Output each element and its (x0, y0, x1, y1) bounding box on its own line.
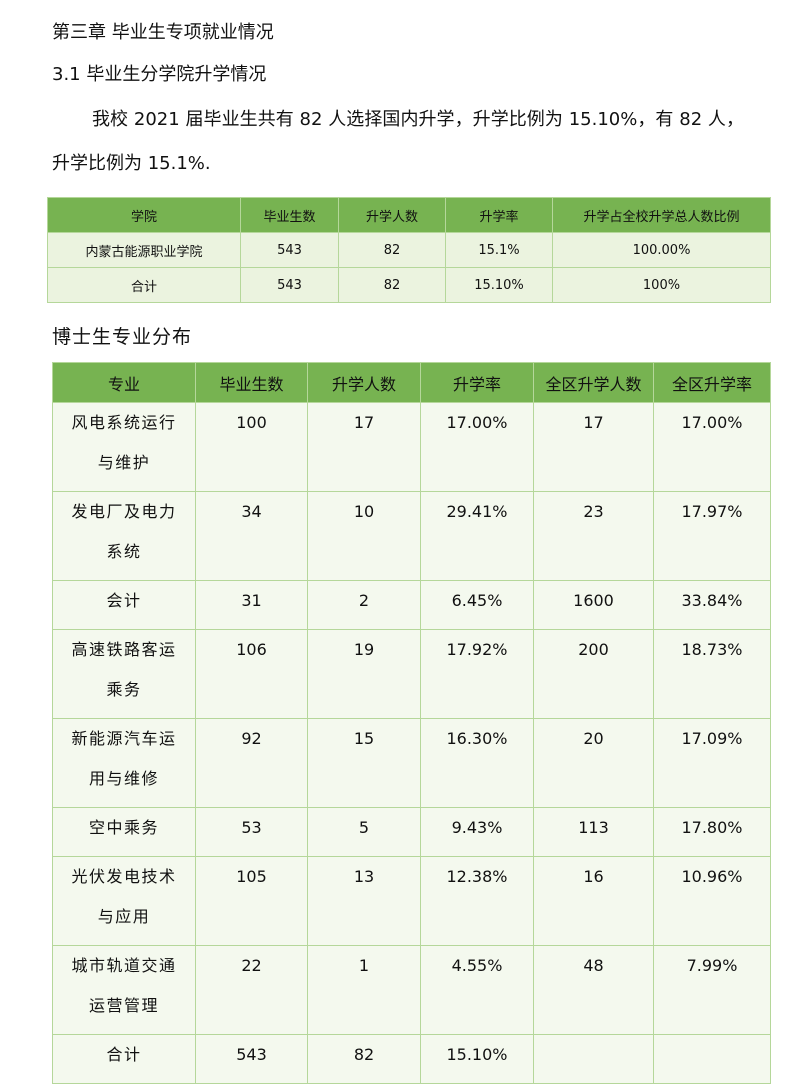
table-cell: 17.00% (653, 402, 771, 492)
table-row: 发电厂及电力系统 34 10 29.41% 23 17.97% (52, 491, 771, 581)
table-cell: 高速铁路客运乘务 (52, 629, 196, 719)
table-cell: 200 (533, 629, 654, 719)
table-cell: 合计 (47, 267, 241, 303)
table-cell: 内蒙古能源职业学院 (47, 232, 241, 268)
table-cell (653, 1034, 771, 1084)
table-cell: 风电系统运行与维护 (52, 402, 196, 492)
table-row: 城市轨道交通运营管理 22 1 4.55% 48 7.99% (52, 945, 771, 1035)
table-cell: 15.10% (420, 1034, 534, 1084)
table-cell: 17.00% (420, 402, 534, 492)
header-cell: 全区升学率 (653, 362, 771, 403)
header-cell: 升学占全校升学总人数比例 (552, 197, 771, 233)
table-row: 合计 543 82 15.10% (52, 1034, 771, 1084)
header-cell: 毕业生数 (240, 197, 339, 233)
table-cell: 新能源汽车运用与维修 (52, 718, 196, 808)
header-row: 专业 毕业生数 升学人数 升学率 全区升学人数 全区升学率 (52, 362, 771, 403)
header-cell: 升学人数 (338, 197, 446, 233)
table-cell: 4.55% (420, 945, 534, 1035)
table-cell: 34 (195, 491, 308, 581)
table-cell: 13 (307, 856, 421, 946)
table-cell: 15 (307, 718, 421, 808)
table-cell: 15.1% (445, 232, 553, 268)
header-cell: 升学率 (445, 197, 553, 233)
header-cell: 学院 (47, 197, 241, 233)
section-title: 3.1 毕业生分学院升学情况 (52, 64, 267, 85)
table-cell: 31 (195, 580, 308, 630)
table-cell (533, 1034, 654, 1084)
table-cell: 10 (307, 491, 421, 581)
table-cell: 18.73% (653, 629, 771, 719)
table-cell: 82 (338, 267, 446, 303)
table-cell: 会计 (52, 580, 196, 630)
table-cell: 1 (307, 945, 421, 1035)
table-cell: 城市轨道交通运营管理 (52, 945, 196, 1035)
header-cell: 升学率 (420, 362, 534, 403)
table-cell: 10.96% (653, 856, 771, 946)
table-cell: 29.41% (420, 491, 534, 581)
table-cell: 17 (307, 402, 421, 492)
table-row: 合计 543 82 15.10% 100% (47, 267, 771, 303)
table-cell: 82 (307, 1034, 421, 1084)
table-cell: 20 (533, 718, 654, 808)
header-row: 学院 毕业生数 升学人数 升学率 升学占全校升学总人数比例 (47, 197, 771, 233)
table-row: 新能源汽车运用与维修 92 15 16.30% 20 17.09% (52, 718, 771, 808)
table-cell: 100 (195, 402, 308, 492)
table-cell: 53 (195, 807, 308, 857)
header-cell: 毕业生数 (195, 362, 308, 403)
table-row: 光伏发电技术与应用 105 13 12.38% 16 10.96% (52, 856, 771, 946)
header-cell: 全区升学人数 (533, 362, 654, 403)
table-cell: 17.92% (420, 629, 534, 719)
header-cell: 升学人数 (307, 362, 421, 403)
table-cell: 17.97% (653, 491, 771, 581)
table-cell: 19 (307, 629, 421, 719)
table-cell: 15.10% (445, 267, 553, 303)
table-cell: 空中乘务 (52, 807, 196, 857)
major-table: 专业 毕业生数 升学人数 升学率 全区升学人数 全区升学率 风电系统运行与维护 100 17 17… (52, 362, 771, 1084)
table-cell: 2 (307, 580, 421, 630)
paragraph: 我校 2021 届毕业生共有 82 人选择国内升学，升学比例为 15.10%，有… (52, 109, 744, 174)
table-cell: 1600 (533, 580, 654, 630)
table-cell: 16 (533, 856, 654, 946)
chapter-title: 第三章 毕业生专项就业情况 (52, 22, 274, 43)
table-cell: 7.99% (653, 945, 771, 1035)
table-caption: 博士生专业分布 (52, 326, 193, 348)
college-table: 学院 毕业生数 升学人数 升学率 升学占全校升学总人数比例 内蒙古能源职业学院 543 82 1… (47, 197, 771, 303)
table-cell: 17 (533, 402, 654, 492)
table-cell: 9.43% (420, 807, 534, 857)
table-cell: 113 (533, 807, 654, 857)
table-cell: 光伏发电技术与应用 (52, 856, 196, 946)
table-row: 空中乘务 53 5 9.43% 113 17.80% (52, 807, 771, 857)
table-cell: 106 (195, 629, 308, 719)
table-cell: 82 (338, 232, 446, 268)
table-cell: 16.30% (420, 718, 534, 808)
table-cell: 92 (195, 718, 308, 808)
table-row: 风电系统运行与维护 100 17 17.00% 17 17.00% (52, 402, 771, 492)
document: 第三章 毕业生专项就业情况 3.1 毕业生分学院升学情况 我校 2021 届毕业… (47, 22, 771, 1084)
table-cell: 6.45% (420, 580, 534, 630)
table-cell: 100% (552, 267, 771, 303)
table-row: 内蒙古能源职业学院 543 82 15.1% 100.00% (47, 232, 771, 268)
table-cell: 发电厂及电力系统 (52, 491, 196, 581)
table-cell: 12.38% (420, 856, 534, 946)
table-cell: 33.84% (653, 580, 771, 630)
table-cell: 105 (195, 856, 308, 946)
table-cell: 100.00% (552, 232, 771, 268)
table-cell: 48 (533, 945, 654, 1035)
table-cell: 17.09% (653, 718, 771, 808)
table-cell: 543 (195, 1034, 308, 1084)
page: Document {"header":{"title":"第三章 毕业生专项就业… (47, 22, 771, 1084)
table-cell: 23 (533, 491, 654, 581)
table-cell: 合计 (52, 1034, 196, 1084)
table-cell: 543 (240, 232, 339, 268)
table-row: 高速铁路客运乘务 106 19 17.92% 200 18.73% (52, 629, 771, 719)
table-cell: 543 (240, 267, 339, 303)
table-cell: 5 (307, 807, 421, 857)
table-cell: 22 (195, 945, 308, 1035)
table-row: 会计 31 2 6.45% 1600 33.84% (52, 580, 771, 630)
header-cell: 专业 (52, 362, 196, 403)
table-cell: 17.80% (653, 807, 771, 857)
